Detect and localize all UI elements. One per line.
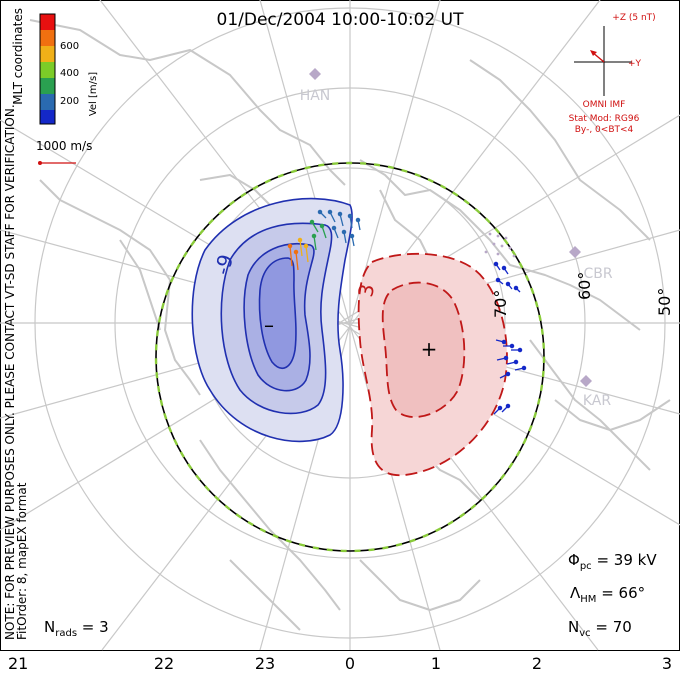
mlt-tick-2: 2	[532, 654, 542, 673]
meridian-grid	[0, 0, 680, 651]
positive-contour-outer	[357, 252, 508, 476]
colorbar-swatch	[40, 30, 55, 46]
mlt-tick-3: 3	[662, 654, 672, 673]
colorbar-swatch	[40, 14, 55, 30]
positive-cell-sign: +	[421, 337, 438, 361]
stats-panel: Φpc = 39 kV ΛHM = 66° Nvc = 70 Nrads = 3	[44, 551, 657, 639]
colorbar-swatch	[40, 46, 55, 62]
imf-z-axis-label: +Z (5 nT)	[612, 13, 655, 23]
n-vc-value: 70	[613, 618, 632, 636]
imf-panel: +Z (5 nT) +Y OMNI IMF Stat Mod: RG96 By-…	[569, 13, 656, 135]
mlt-tick-1: 1	[431, 654, 441, 673]
mlt-tick-21: 21	[8, 654, 28, 673]
mlt-coordinates-label: MLT coordinates	[11, 8, 25, 105]
positive-contour-inner	[381, 281, 466, 418]
mlt-tick-23: 23	[255, 654, 275, 673]
colorbar-tick-600: 600	[60, 41, 79, 52]
lat-label-60: 60°	[575, 272, 594, 300]
lambda-hm-value: 66°	[619, 584, 646, 602]
negative-cell: -9 –	[191, 197, 353, 443]
phi-pc-value: 39 kV	[614, 551, 658, 569]
colorbar-label: Vel [m/s]	[88, 72, 99, 116]
velocity-vectors	[287, 209, 527, 415]
station-markers: HAN CBR KAR	[300, 68, 613, 409]
colorbar-swatch	[40, 94, 55, 110]
mlt-tick-0: 0	[345, 654, 355, 673]
latitude-labels: 70° 60° 50°	[491, 272, 674, 318]
lat-label-70: 70°	[491, 290, 510, 318]
mlt-axis: 21 22 23 0 1 2 3	[8, 654, 672, 673]
velocity-colorbar: 600 400 200 Vel [m/s]	[39, 13, 99, 125]
station-han: HAN	[300, 68, 331, 104]
n-rads-stat: Nrads = 3	[44, 618, 109, 639]
lambda-hm-stat: ΛHM = 66°	[570, 584, 645, 605]
negative-contour-outer	[191, 197, 353, 443]
colorbar-tick-400: 400	[60, 68, 79, 79]
mlt-tick-22: 22	[154, 654, 174, 673]
colorbar-tick-200: 200	[60, 96, 79, 107]
positive-contour-label: 3	[353, 282, 379, 299]
imf-y-axis-label: +Y	[628, 59, 642, 69]
hm-boundary	[154, 161, 546, 553]
reference-vector-label: 1000 m/s	[36, 139, 92, 153]
imf-source-label: OMNI IMF	[583, 100, 626, 110]
n-rads-value: 3	[99, 618, 109, 636]
colorbar-swatch	[40, 110, 55, 124]
colorbar-swatch	[40, 62, 55, 78]
positive-cell: 3 +	[353, 252, 508, 476]
stat-model-label: Stat Mod: RG96	[569, 114, 640, 124]
station-label-cbr: CBR	[583, 266, 612, 282]
station-cbr: CBR	[569, 246, 613, 282]
phi-pc-stat: Φpc = 39 kV	[568, 551, 657, 572]
station-label-han: HAN	[300, 88, 331, 104]
fit-order-note: FitOrder: 8, mapEX format	[15, 482, 29, 640]
reference-vector: 1000 m/s	[36, 139, 92, 165]
negative-cell-sign: –	[264, 313, 274, 337]
colorbar-swatch	[40, 78, 55, 94]
map-title: 01/Dec/2004 10:00-10:02 UT	[217, 10, 465, 30]
negative-contour-core	[258, 257, 297, 370]
stat-model-bin-label: By-, 0<BT<4	[575, 125, 634, 135]
station-kar: KAR	[580, 375, 611, 409]
lat-label-50: 50°	[655, 288, 674, 316]
preview-note: NOTE: FOR PREVIEW PURPOSES ONLY. PLEASE …	[3, 104, 17, 640]
station-label-kar: KAR	[583, 393, 612, 409]
n-vc-stat: Nvc = 70	[568, 618, 632, 639]
